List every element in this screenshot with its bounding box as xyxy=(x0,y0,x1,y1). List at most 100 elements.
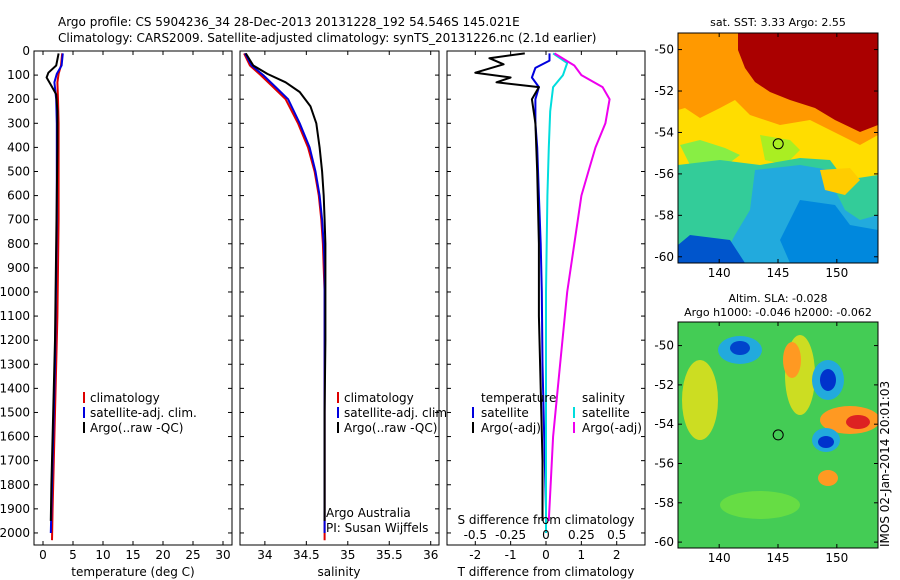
sla-field-high-1-core xyxy=(783,342,801,378)
sst-field-blue xyxy=(780,200,878,263)
series-2-1-line xyxy=(474,52,544,521)
legend-label-climatology: climatology xyxy=(90,391,160,405)
y-tick-label: 200 xyxy=(7,92,30,106)
x-tick-label: -2 xyxy=(469,548,481,562)
title-line-2: Climatology: CARS2009. Satellite-adjuste… xyxy=(58,31,596,45)
sla-map-subtitle: Argo h1000: -0.046 h2000: -0.062 xyxy=(684,306,872,319)
legend-swatch-t-satellite xyxy=(472,407,474,418)
map-y-tick-label: -58 xyxy=(654,496,674,510)
y-tick-label: 600 xyxy=(7,189,30,203)
x-tick-label: 0 xyxy=(39,548,47,562)
x-tick-label: 15 xyxy=(125,548,140,562)
legend-label-argo: Argo(..raw -QC) xyxy=(344,421,437,435)
map-x-tick-label: 150 xyxy=(825,551,848,565)
legend-title-temperature: temperature xyxy=(481,391,556,405)
s-tick-label: 0.5 xyxy=(607,528,626,542)
map-x-tick-label: 140 xyxy=(708,551,731,565)
s-tick-label: 0.25 xyxy=(568,528,595,542)
y-tick-label: 900 xyxy=(7,261,30,275)
sst-field-blue-dark xyxy=(678,235,745,263)
legend-swatch-t-argo xyxy=(472,422,474,433)
sla-field-high-2 xyxy=(682,360,718,440)
x-tick-label: 34.5 xyxy=(293,548,320,562)
legend-label-t-satellite: satellite xyxy=(481,406,529,420)
series-0-2-line xyxy=(45,53,60,521)
s-tick-label: 0 xyxy=(542,528,550,542)
imos-watermark: IMOS 02-Jan-2014 20:01:03 xyxy=(878,381,892,547)
sst-map-title: sat. SST: 3.33 Argo: 2.55 xyxy=(710,16,846,29)
legend-swatch-satellite xyxy=(337,407,339,418)
s-tick-label: -0.5 xyxy=(464,528,487,542)
legend-swatch-satellite xyxy=(83,407,85,418)
x-tick-label: -1 xyxy=(505,548,517,562)
annotation-line-1: Argo Australia xyxy=(326,506,411,520)
legend-label-argo: Argo(..raw -QC) xyxy=(90,421,183,435)
y-tick-label: 1900 xyxy=(0,502,30,516)
legend-swatch-s-argo xyxy=(573,422,575,433)
x-tick-label: 30 xyxy=(215,548,230,562)
temperature-legend: climatology satellite-adj. clim. Argo(..… xyxy=(83,391,197,435)
series-1-2-line xyxy=(244,52,327,521)
x-tick-label: 35 xyxy=(340,548,355,562)
sla-field-low-2-core xyxy=(820,369,836,391)
temperature-xlabel: temperature (deg C) xyxy=(71,565,194,579)
x-tick-label: 2 xyxy=(613,548,621,562)
x-tick-label: 1 xyxy=(578,548,586,562)
sst-field-green-2 xyxy=(760,135,800,165)
y-tick-label: 800 xyxy=(7,237,30,251)
salinity-axes xyxy=(239,50,440,546)
t-difference-label: T difference from climatology xyxy=(457,565,635,579)
y-tick-label: 1000 xyxy=(0,285,30,299)
y-tick-label: 1500 xyxy=(0,405,30,419)
salinity-xlabel: salinity xyxy=(317,565,360,579)
temperature-panel: 0100200300400500600700800900100011001200… xyxy=(0,44,233,579)
legend-label-s-argo: Argo(-adj) xyxy=(582,421,642,435)
y-tick-label: 1400 xyxy=(0,381,30,395)
sst-field-yellow-eddy xyxy=(820,168,860,195)
map-x-tick-label: 145 xyxy=(767,551,790,565)
map-y-tick-label: -50 xyxy=(654,339,674,353)
x-tick-label: 5 xyxy=(69,548,77,562)
map-y-tick-label: -56 xyxy=(654,167,674,181)
annotation-line-2: PI: Susan Wijffels xyxy=(326,521,428,535)
legend-swatch-s-satellite xyxy=(573,407,575,418)
s-tick-label: -0.25 xyxy=(495,528,526,542)
map-y-tick-label: -60 xyxy=(654,250,674,264)
legend-label-satellite: satellite-adj. clim. xyxy=(90,406,197,420)
y-tick-label: 300 xyxy=(7,116,30,130)
sla-field-low-3-core xyxy=(818,436,834,448)
sla-field-low-1-core xyxy=(730,341,750,355)
legend-label-t-argo: Argo(-adj) xyxy=(481,421,541,435)
y-tick-label: 1700 xyxy=(0,454,30,468)
legend-label-s-satellite: satellite xyxy=(582,406,630,420)
legend-swatch-climatology xyxy=(337,392,339,403)
sla-field-mid xyxy=(720,491,800,519)
x-tick-label: 20 xyxy=(155,548,170,562)
sla-map-title: Altim. SLA: -0.028 xyxy=(728,292,827,305)
temperature-axes xyxy=(33,50,233,546)
difference-panel: -2 -1 0 1 2 -0.5 -0.25 0 0.25 0.5 S difference fr… xyxy=(446,50,646,579)
map-y-tick-label: -56 xyxy=(654,456,674,470)
sst-map-panel: sat. SST: 3.33 Argo: 2.55 140 145 150 -50 -5… xyxy=(654,16,879,280)
sla-map-panel: Altim. SLA: -0.028 Argo h1000: -0.046 h2… xyxy=(654,292,879,565)
x-tick-label: 0 xyxy=(542,548,550,562)
legend-title-salinity: salinity xyxy=(582,391,625,405)
x-tick-label: 10 xyxy=(95,548,110,562)
x-tick-label: 36 xyxy=(423,548,438,562)
y-tick-label: 2000 xyxy=(0,526,30,540)
argo-position-marker xyxy=(772,429,784,441)
y-tick-label: 0 xyxy=(22,44,30,58)
series-0-0-line xyxy=(51,53,64,541)
legend-swatch-climatology xyxy=(83,392,85,403)
y-tick-label: 1200 xyxy=(0,333,30,347)
difference-legend: temperature satellite Argo(-adj) salinit… xyxy=(472,391,642,435)
argo-position-marker xyxy=(772,138,784,150)
y-tick-label: 400 xyxy=(7,140,30,154)
x-tick-label: 34 xyxy=(257,548,272,562)
y-tick-label: 1800 xyxy=(0,478,30,492)
salinity-panel: 34 34.5 35 35.5 36 salinity climatology sate… xyxy=(239,50,451,579)
y-tick-label: 100 xyxy=(7,68,30,82)
y-tick-label: 1100 xyxy=(0,309,30,323)
map-x-tick-label: 150 xyxy=(825,266,848,280)
